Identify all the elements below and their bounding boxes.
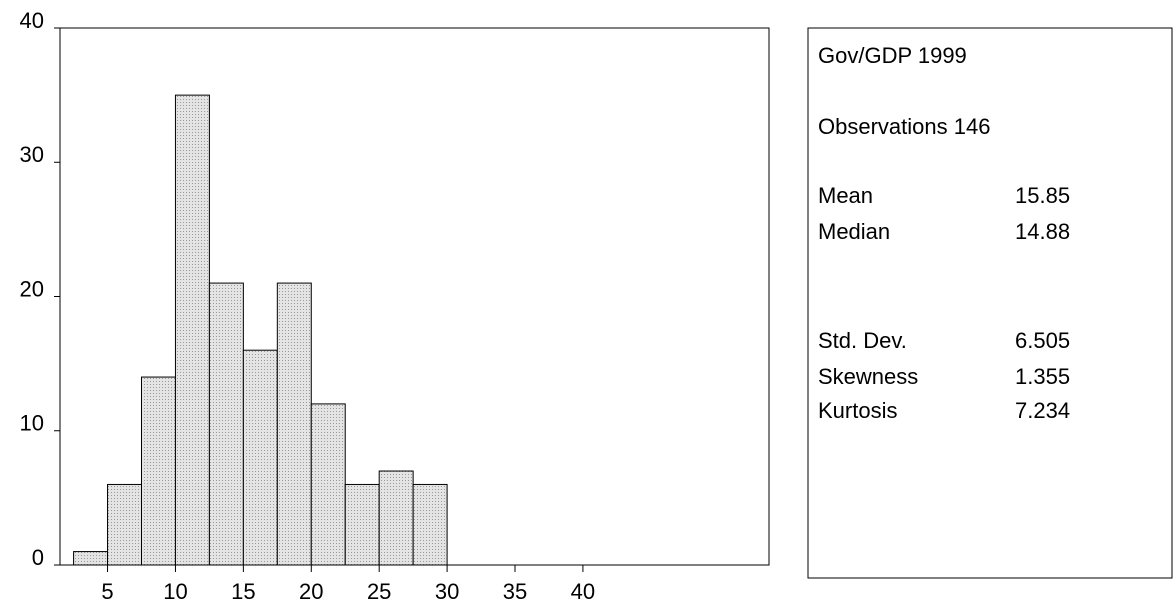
- observations-label: Observations: [818, 114, 948, 139]
- x-tick-label: 15: [231, 579, 255, 604]
- x-tick-label: 40: [571, 579, 595, 604]
- bar: [140, 376, 176, 566]
- bar: [208, 282, 244, 566]
- stats-title: Gov/GDP 1999: [818, 43, 967, 68]
- stat-label: Kurtosis: [818, 398, 897, 423]
- bar: [107, 483, 142, 566]
- observations: Observations 146: [818, 114, 990, 139]
- x-tick-label: 5: [101, 579, 113, 604]
- y-tick-label: 0: [32, 545, 44, 570]
- bar: [412, 483, 448, 566]
- stat-label: Mean: [818, 183, 873, 208]
- stat-value: 15.85: [1015, 183, 1070, 208]
- x-tick-label: 10: [163, 579, 187, 604]
- bar: [344, 483, 380, 566]
- x-tick-label: 20: [299, 579, 323, 604]
- x-tick-label: 30: [435, 579, 459, 604]
- y-tick-label: 40: [20, 8, 44, 33]
- bar: [276, 282, 312, 566]
- bar: [378, 470, 414, 566]
- bar: [174, 94, 210, 566]
- stat-label: Std. Dev.: [818, 328, 907, 353]
- observations-value: 146: [954, 114, 991, 139]
- stats-frame: [807, 27, 1173, 579]
- x-tick-label: 25: [367, 579, 391, 604]
- y-tick-label: 20: [20, 276, 44, 301]
- y-tick-label: 10: [20, 411, 44, 436]
- stat-value: 1.355: [1015, 364, 1070, 389]
- stat-label: Median: [818, 219, 890, 244]
- bar: [242, 349, 278, 566]
- stat-value: 7.234: [1015, 398, 1070, 423]
- y-tick-label: 30: [20, 142, 44, 167]
- x-tick-label: 35: [503, 579, 527, 604]
- bar: [73, 551, 109, 566]
- stat-value: 14.88: [1015, 219, 1070, 244]
- stat-label: Skewness: [818, 364, 918, 389]
- stat-value: 6.505: [1015, 328, 1070, 353]
- bar: [310, 403, 346, 566]
